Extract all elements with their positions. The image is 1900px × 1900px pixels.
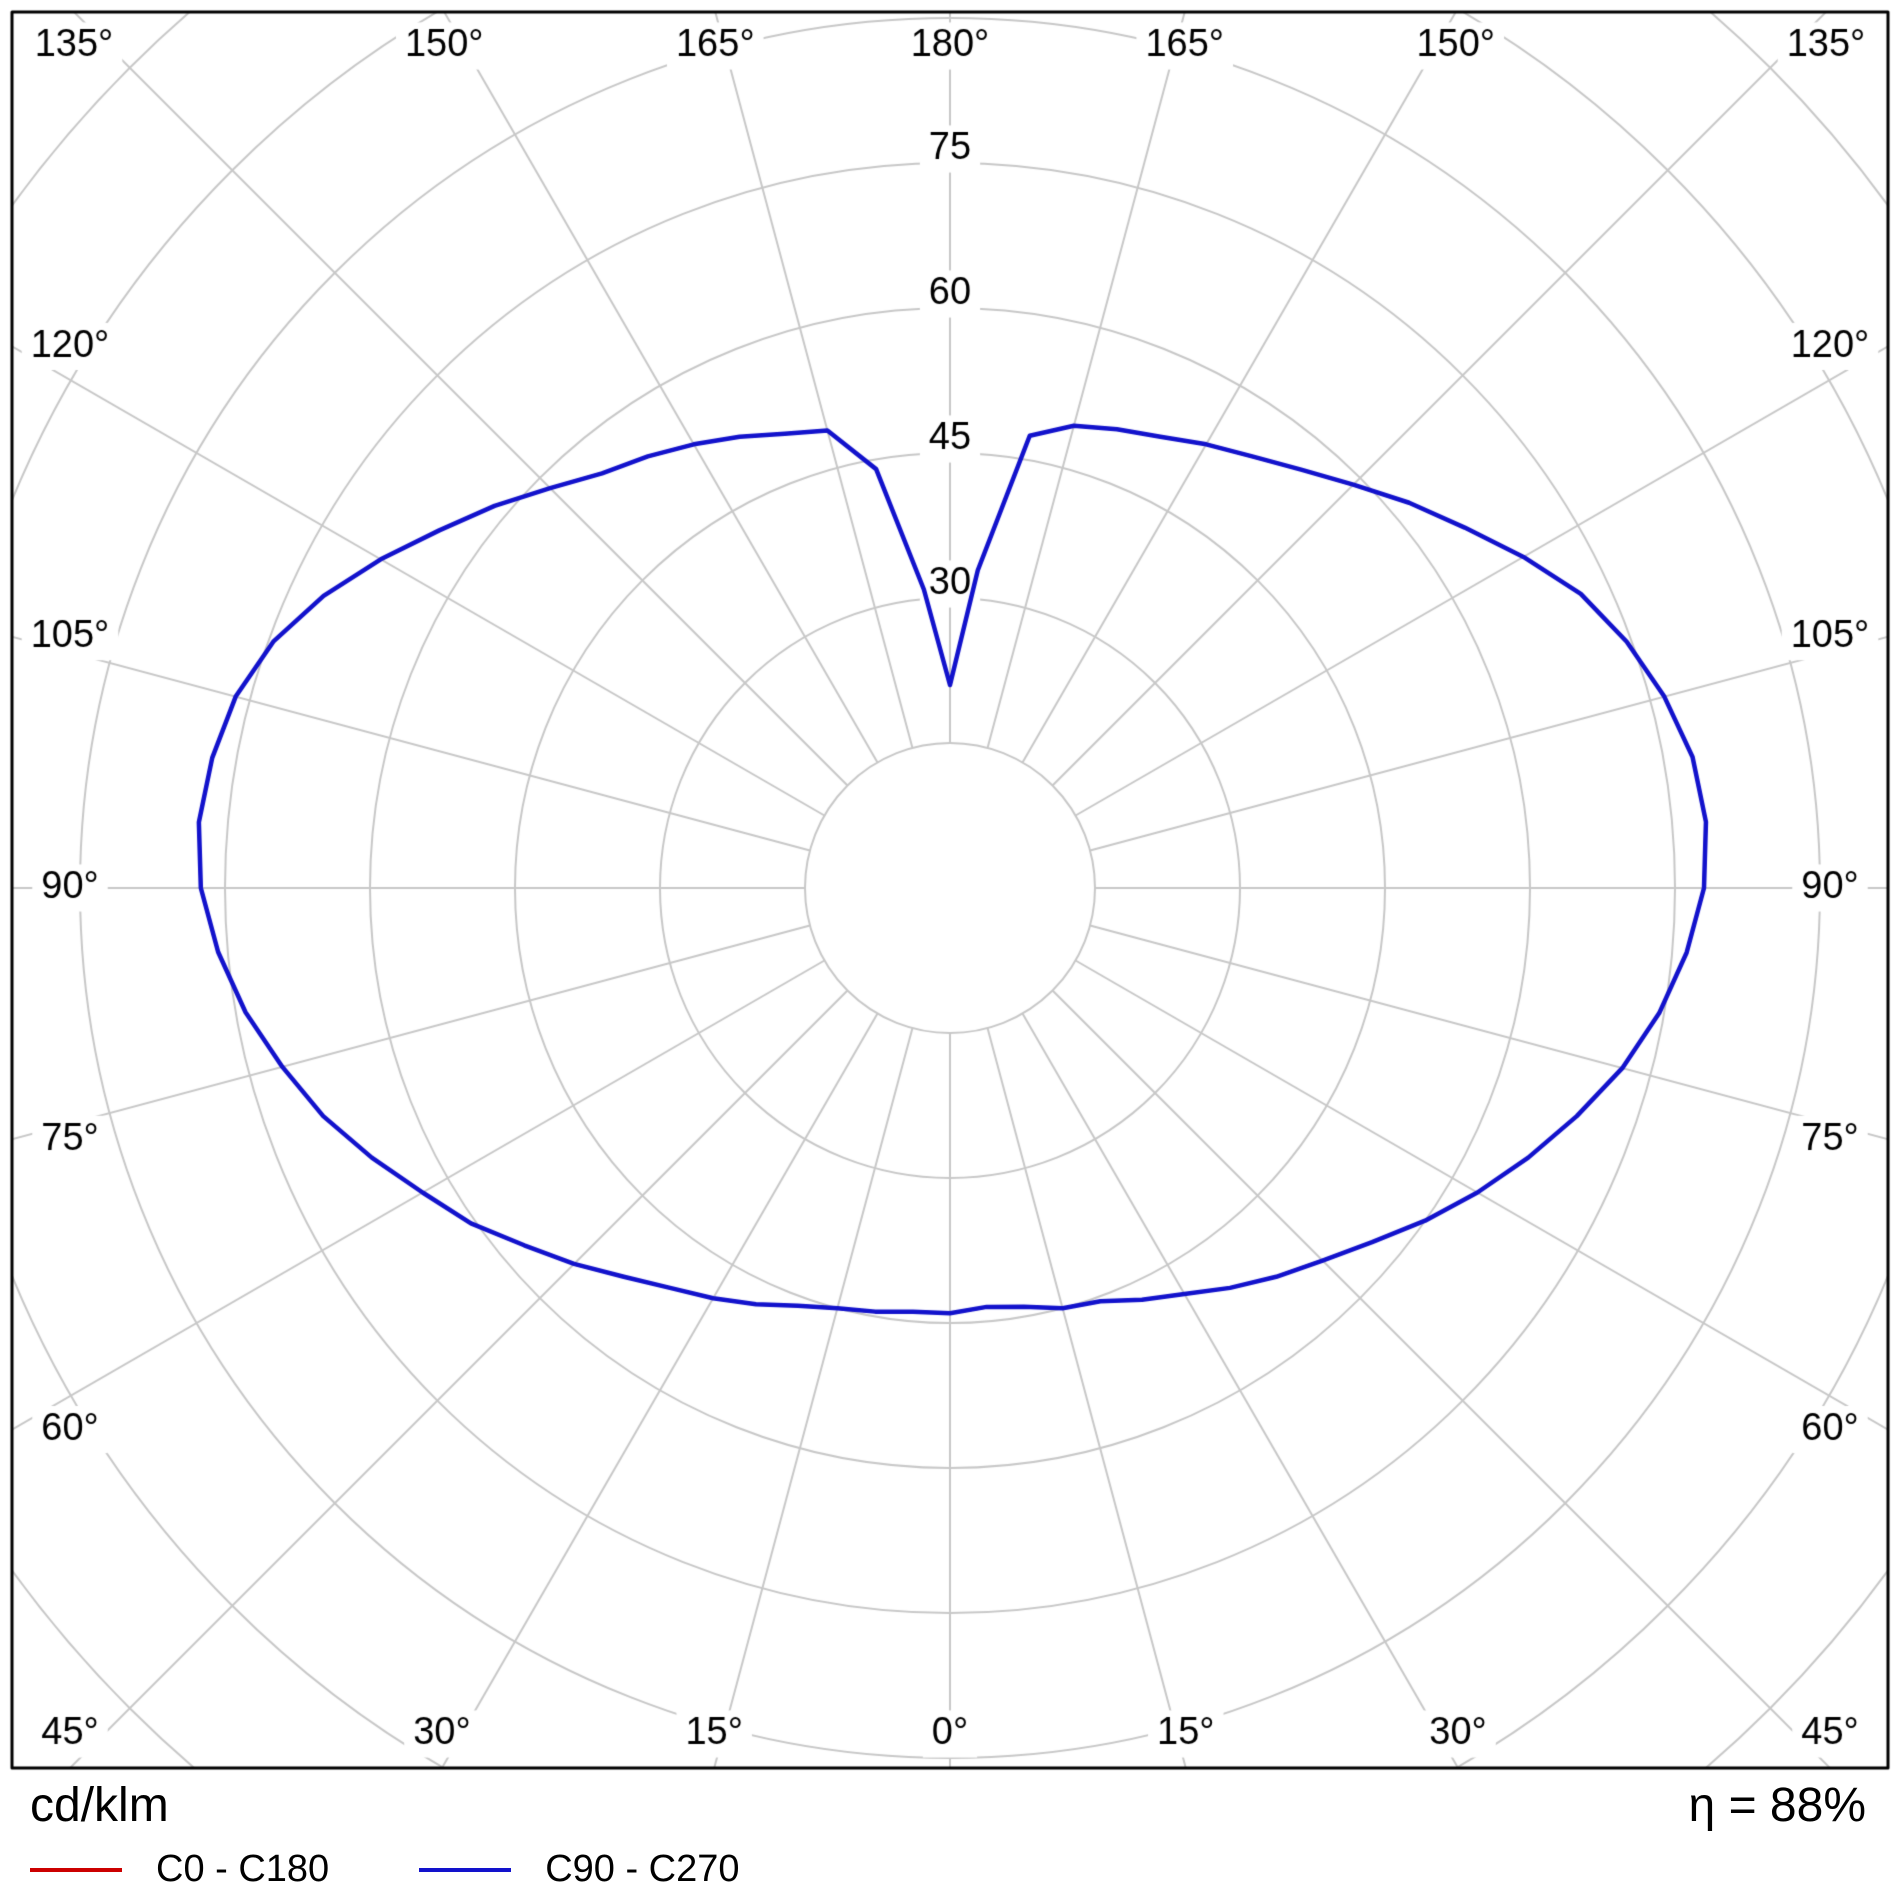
units-label: cd/klm bbox=[30, 1779, 169, 1832]
legend-item-c0-c180: C0 - C180 bbox=[30, 1848, 329, 1891]
legend-line-c0-c180-icon bbox=[30, 1867, 122, 1872]
legend: C0 - C180 C90 - C270 bbox=[30, 1848, 740, 1891]
legend-label-c90-c270: C90 - C270 bbox=[545, 1848, 740, 1890]
legend-line-c90-c270-icon bbox=[419, 1867, 512, 1872]
efficiency-label: η = 88% bbox=[1688, 1779, 1866, 1832]
legend-item-c90-c270: C90 - C270 bbox=[419, 1848, 740, 1891]
legend-label-c0-c180: C0 - C180 bbox=[156, 1848, 330, 1890]
